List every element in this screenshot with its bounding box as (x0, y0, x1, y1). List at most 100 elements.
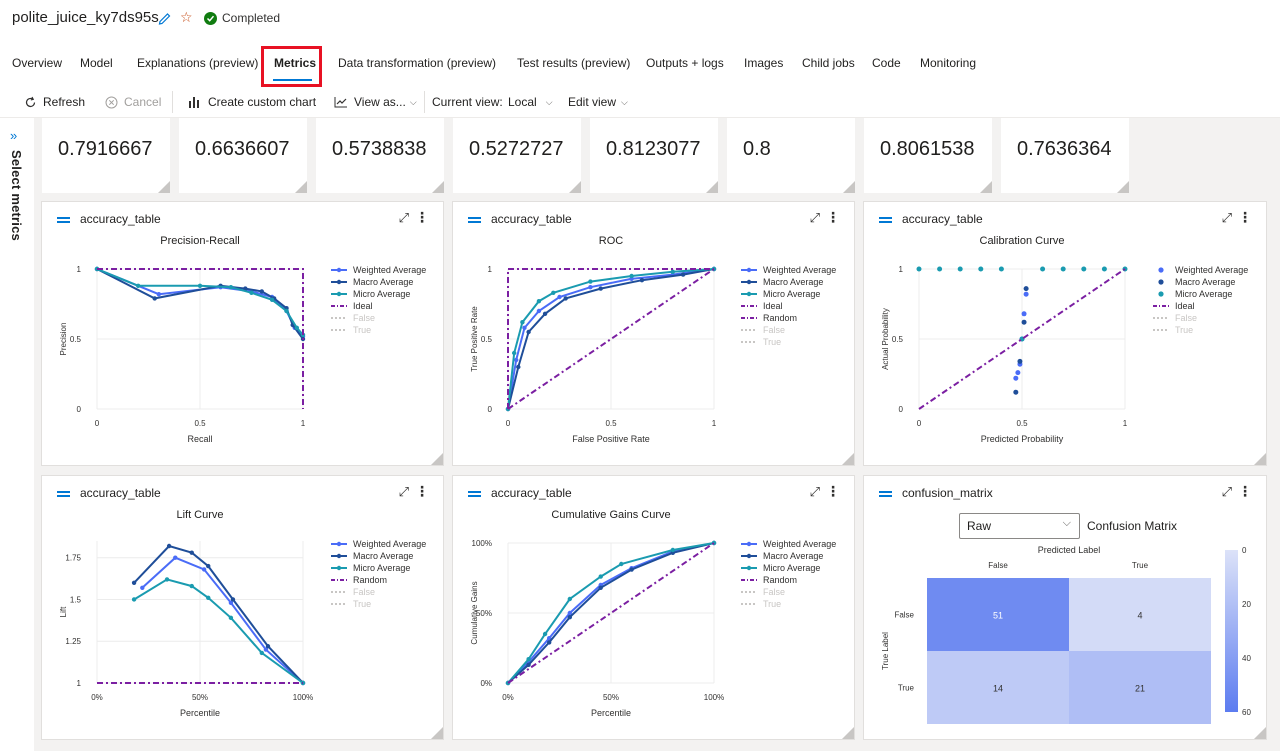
tab-explanations[interactable]: Explanations (preview) (137, 56, 259, 70)
resize-handle[interactable] (158, 181, 170, 193)
chart-title: Precision-Recall (160, 235, 239, 247)
x-tick-label: 0.5 (194, 419, 206, 428)
resize-handle[interactable] (431, 727, 443, 739)
double-chevron-right-icon[interactable]: » (10, 128, 18, 143)
more-options-icon[interactable]: ⋮ (1238, 209, 1252, 225)
tab-images[interactable]: Images (744, 56, 784, 70)
metric-card[interactable]: 0.8 (727, 118, 855, 193)
data-point-micro-average (511, 350, 517, 356)
select-metrics-label[interactable]: Select metrics (9, 150, 24, 241)
metric-card[interactable]: 0.6636607 (179, 118, 307, 193)
row-label: True (898, 684, 915, 693)
metric-card[interactable]: 0.7636364 (1001, 118, 1129, 193)
resize-handle[interactable] (431, 453, 443, 465)
drag-handle-icon[interactable] (879, 217, 892, 219)
drag-handle-icon[interactable] (57, 491, 70, 493)
x-tick-label: 0% (91, 693, 103, 702)
legend-entry-macro-average: Macro Average (763, 277, 823, 287)
resize-handle[interactable] (842, 453, 854, 465)
data-point-macro-average (259, 289, 264, 294)
drag-handle-icon[interactable] (468, 217, 481, 219)
x-tick-label: 0 (95, 419, 100, 428)
resize-handle[interactable] (432, 181, 444, 193)
refresh-button[interactable]: Refresh (24, 95, 85, 109)
chart-card-lift[interactable]: accuracy_table ⤢ ⋮ Lift Curve 0% 50% 100% 1 1… (41, 475, 444, 740)
pencil-icon[interactable] (157, 10, 173, 26)
metric-value: 0.8123077 (606, 138, 701, 160)
tab-overview[interactable]: Overview (12, 56, 63, 70)
x-tick-label: 50% (603, 693, 619, 702)
resize-handle[interactable] (1254, 727, 1266, 739)
resize-handle[interactable] (842, 727, 854, 739)
metric-card[interactable]: 0.5272727 (453, 118, 581, 193)
chart-card-precision-recall[interactable]: accuracy_table ⤢ ⋮ Precision-Recall 0 0.5 1… (41, 201, 444, 466)
view-as-button[interactable]: View as... ⌵ (334, 95, 417, 109)
resize-handle[interactable] (295, 181, 307, 193)
star-icon[interactable]: ☆ (180, 9, 193, 25)
resize-handle[interactable] (1117, 181, 1129, 193)
more-options-icon[interactable]: ⋮ (415, 209, 429, 225)
tab-outputs-logs[interactable]: Outputs + logs (646, 56, 724, 70)
expand-icon[interactable]: ⤢ (398, 210, 409, 225)
data-point-macro-average (563, 296, 568, 301)
chart-card-confusion-matrix[interactable]: confusion_matrix ⤢ ⋮ Raw ⌵ Confusion Mat… (863, 475, 1267, 740)
data-point-weighted-average (201, 567, 207, 572)
card-title: confusion_matrix (902, 486, 993, 500)
more-options-icon[interactable]: ⋮ (1238, 483, 1252, 499)
more-options-icon[interactable]: ⋮ (415, 483, 429, 499)
current-view-dropdown[interactable]: Local ⌵ (508, 95, 553, 109)
drag-handle-icon[interactable] (57, 217, 70, 219)
drag-handle-icon[interactable] (468, 491, 481, 493)
tab-model[interactable]: Model (80, 56, 113, 70)
metric-card[interactable]: 0.7916667 (42, 118, 170, 193)
chart-title: Lift Curve (176, 509, 223, 521)
create-custom-chart-button[interactable]: Create custom chart (188, 95, 316, 109)
metric-card[interactable]: 0.5738838 (316, 118, 444, 193)
y-tick-label: 0 (77, 405, 82, 414)
refresh-icon (25, 96, 36, 107)
chart-card-roc[interactable]: accuracy_table ⤢ ⋮ ROC 0 0.5 1 0 0.5 1 False Po… (452, 201, 855, 466)
data-point-macro-average (542, 311, 548, 316)
select-metrics-panel[interactable] (0, 118, 34, 751)
legend-entry-false: False (353, 313, 375, 323)
chart-card-cumulative-gains[interactable]: accuracy_table ⤢ ⋮ Cumulative Gains Curv… (452, 475, 855, 740)
expand-icon[interactable]: ⤢ (398, 484, 409, 499)
tab-child-jobs[interactable]: Child jobs (802, 56, 855, 70)
drag-handle-icon[interactable] (879, 491, 892, 493)
metric-card[interactable]: 0.8061538 (864, 118, 992, 193)
more-options-icon[interactable]: ⋮ (826, 209, 840, 225)
resize-handle[interactable] (706, 181, 718, 193)
resize-handle[interactable] (1254, 453, 1266, 465)
resize-handle[interactable] (980, 181, 992, 193)
expand-icon[interactable]: ⤢ (809, 210, 820, 225)
chevron-down-icon: ⌵ (1062, 517, 1071, 529)
data-point-micro-average (526, 657, 531, 662)
tab-code[interactable]: Code (872, 56, 901, 70)
legend-entry-weighted-average: Weighted Average (1175, 265, 1248, 275)
tab-metrics[interactable]: Metrics (274, 56, 317, 70)
expand-icon[interactable]: ⤢ (809, 484, 820, 499)
chevron-down-icon: ⌵ (545, 96, 553, 107)
resize-handle[interactable] (843, 181, 855, 193)
metric-card[interactable]: 0.8123077 (590, 118, 718, 193)
chart-card-calibration[interactable]: accuracy_table ⤢ ⋮ Calibration Curve 0 0.5… (863, 201, 1267, 466)
resize-handle[interactable] (569, 181, 581, 193)
more-options-icon[interactable]: ⋮ (826, 483, 840, 499)
series-line-micro-average (507, 542, 715, 684)
toolbar-divider (172, 91, 173, 113)
expand-icon[interactable]: ⤢ (1221, 210, 1232, 225)
tab-data-transformation[interactable]: Data transformation (preview) (338, 56, 497, 70)
x-axis-label: Percentile (591, 708, 631, 718)
edit-view-button[interactable]: Edit view ⌵ (568, 95, 628, 109)
data-point-micro-average (670, 269, 675, 274)
cancel-button[interactable]: Cancel (105, 95, 161, 109)
highlight-box (261, 46, 322, 87)
matrix-type-select[interactable]: Raw ⌵ (959, 513, 1080, 539)
y-tick-label: 50% (476, 609, 492, 618)
tab-test-results[interactable]: Test results (preview) (517, 56, 631, 70)
create-chart-label: Create custom chart (208, 95, 317, 109)
data-point-micro-average (588, 279, 593, 284)
expand-icon[interactable]: ⤢ (1221, 484, 1232, 499)
tab-monitoring[interactable]: Monitoring (920, 56, 977, 70)
series-line-weighted-average (507, 542, 715, 684)
